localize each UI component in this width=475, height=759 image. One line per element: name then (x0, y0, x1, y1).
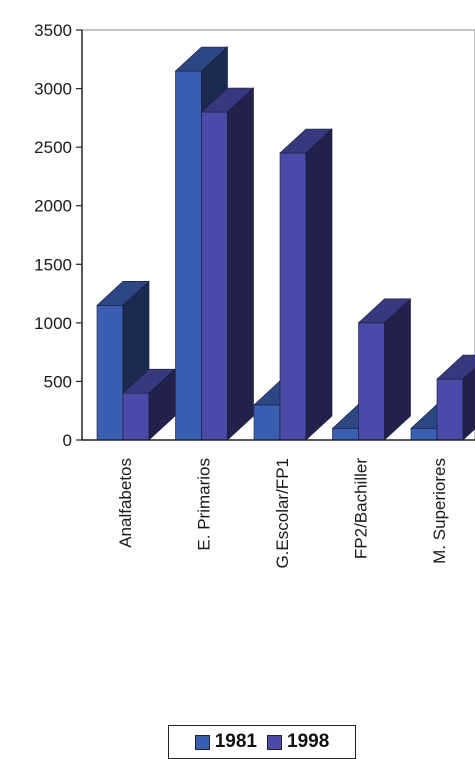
bar-chart: 0 500 1000 1500 2000 2500 3000 3500 Analfabetos… (34, 21, 475, 569)
x-tick-label: E. Primarios (194, 458, 213, 551)
x-axis: Analfabetos E. Primarios G.Escolar/FP1 FP2/… (82, 439, 475, 569)
bar-front (96, 304, 124, 441)
bar-top (357, 298, 412, 324)
bar-front (332, 427, 359, 441)
x-tick-label: M. Superiores (430, 458, 449, 564)
legend: 1981 1998 (168, 725, 356, 759)
bar-front (122, 392, 150, 441)
legend-swatch-1981 (194, 734, 210, 750)
bar-side (384, 298, 411, 441)
y-tick-label: 2000 (34, 197, 72, 216)
bar-1998-2 (279, 128, 333, 441)
legend-swatch-1998 (267, 734, 282, 750)
bar-1998-1 (200, 87, 255, 441)
y-tick-label: 1500 (34, 255, 72, 274)
bar-front (436, 378, 464, 441)
bar-front (279, 152, 307, 441)
bar-front (175, 70, 202, 441)
bar-front (358, 322, 385, 441)
bar-top (122, 368, 176, 394)
legend-item-1998: 1998 (267, 731, 329, 753)
bar-1998-0 (122, 368, 176, 441)
y-tick-label: 0 (63, 431, 72, 450)
legend-label-1998: 1998 (287, 731, 330, 752)
bar-1998-3 (357, 298, 412, 441)
y-tick-label: 3000 (34, 80, 72, 99)
bar-front (201, 111, 228, 441)
y-tick-label: 1000 (34, 314, 72, 333)
plot-area (81, 29, 475, 441)
y-tick-label: 3500 (34, 21, 72, 40)
bar-side (305, 128, 333, 441)
y-tick-label: 500 (44, 372, 72, 391)
x-tick-label: G.Escolar/FP1 (273, 458, 292, 569)
x-tick-label: FP2/Bachiller (351, 458, 370, 559)
y-axis: 0 500 1000 1500 2000 2500 3000 3500 (34, 21, 83, 450)
legend-label-1981: 1981 (214, 731, 257, 752)
legend-item-1981: 1981 (194, 731, 257, 753)
bar-side (462, 367, 475, 441)
bar-top (96, 280, 150, 306)
bar-front (253, 404, 281, 441)
y-tick-label: 2500 (34, 138, 72, 157)
bar-side (227, 87, 254, 441)
bar-top (174, 46, 229, 72)
bar-front (410, 427, 438, 441)
x-tick-label: Analfabetos (116, 458, 135, 548)
bar-top (436, 354, 475, 380)
bar-top (200, 87, 255, 113)
bar-top (279, 128, 333, 154)
